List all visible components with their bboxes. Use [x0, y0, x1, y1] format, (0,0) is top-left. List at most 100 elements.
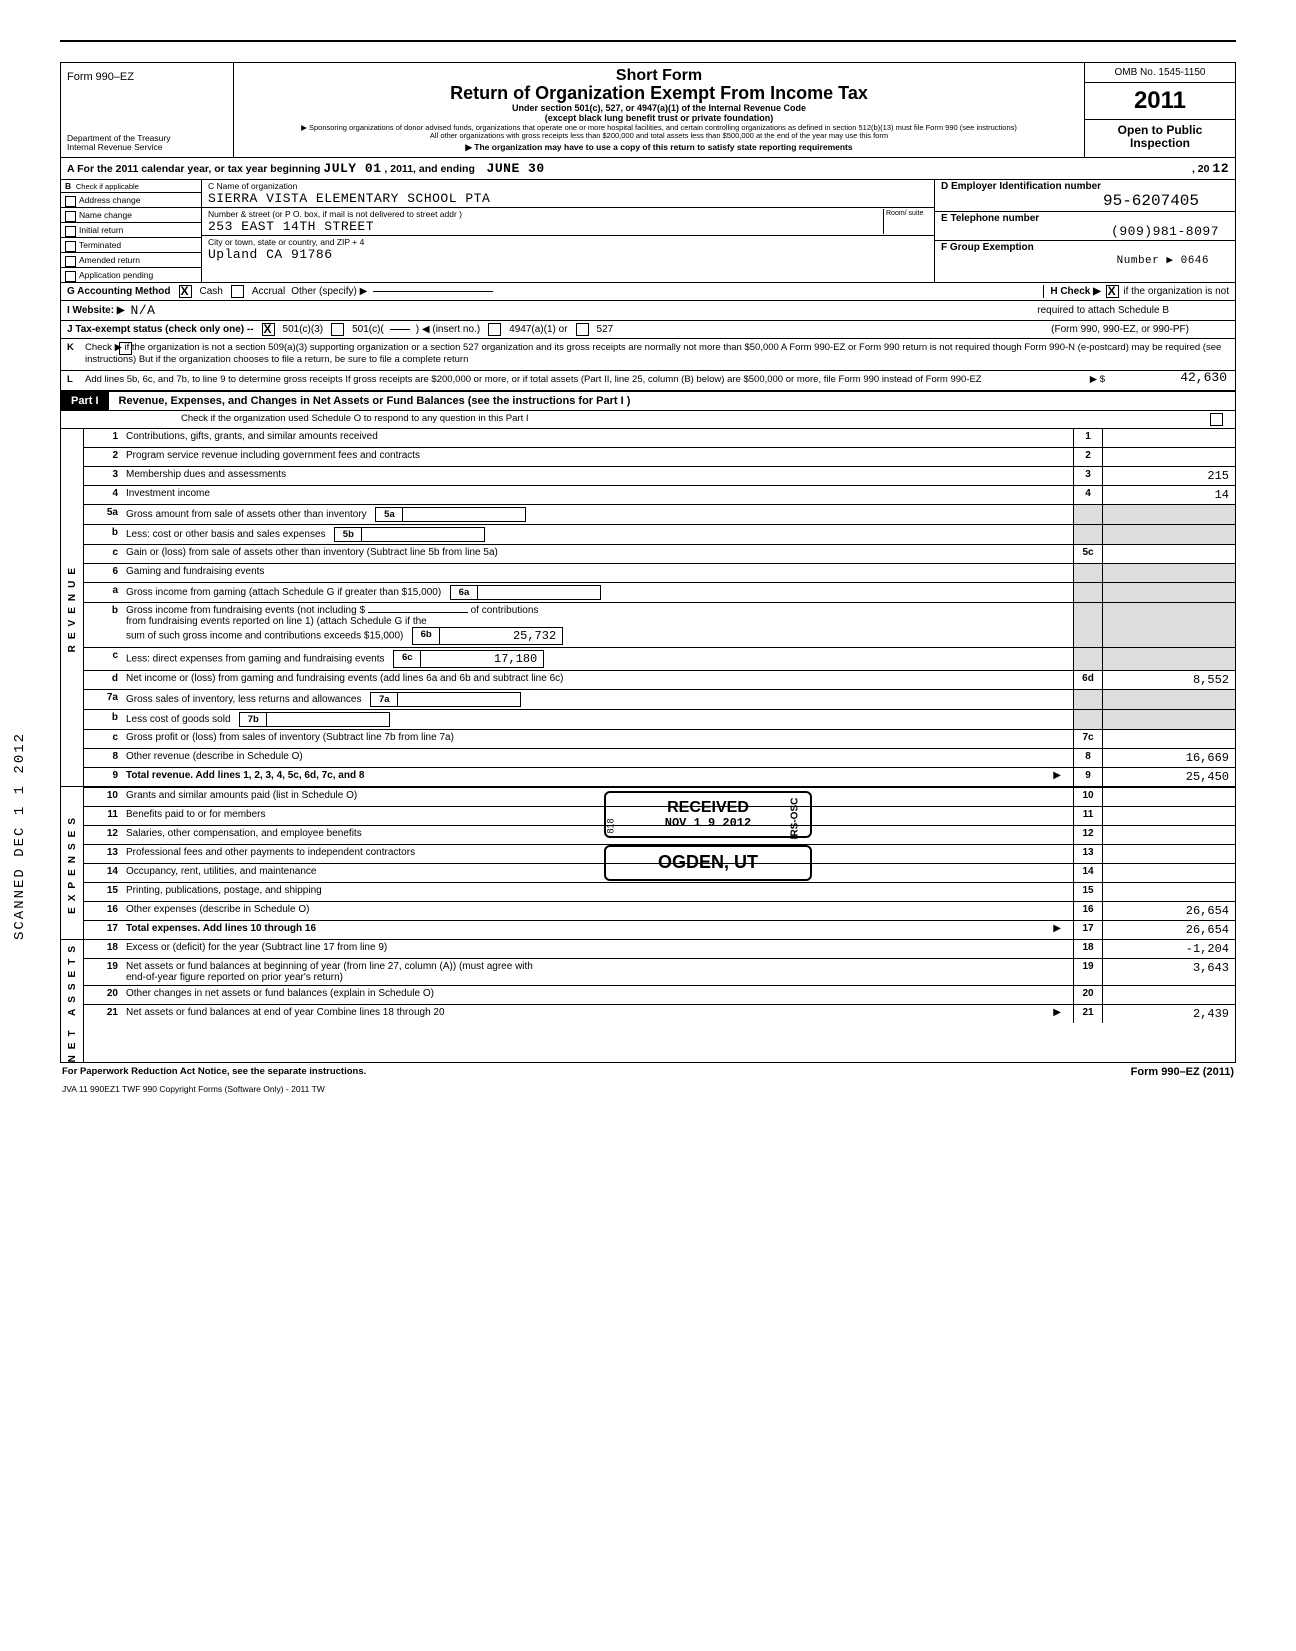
form-header: Form 990–EZ Department of the Treasury I… — [60, 62, 1236, 158]
r6b1: Gross income from fundraising events (no… — [126, 605, 365, 616]
chk-app-pending[interactable]: Application pending — [61, 267, 201, 282]
group-exemption: Number ▶ 0646 — [941, 253, 1229, 267]
r11: Benefits paid to or for members — [126, 809, 266, 820]
section-a-block: A For the 2011 calendar year, or tax yea… — [60, 158, 1236, 391]
chk-k[interactable] — [119, 342, 132, 355]
r21v: 2,439 — [1102, 1005, 1235, 1023]
k-text: Check ▶ if the organization is not a sec… — [85, 342, 1221, 366]
chk-address-change[interactable]: Address change — [61, 192, 201, 207]
footer-right: Form 990–EZ (2011) — [1131, 1066, 1234, 1078]
expenses-block: EXPENSES RECEIVED NOV 1 9 2012 818 IRS-O… — [60, 787, 1236, 940]
r6bv: 25,732 — [440, 628, 562, 644]
f-label: F Group Exemption — [941, 242, 1229, 253]
chk-501c3[interactable] — [262, 323, 275, 336]
side-expenses: EXPENSES — [67, 812, 78, 914]
netassets-block: NET ASSETS 18Excess or (deficit) for the… — [60, 940, 1236, 1063]
chk-part1-scho[interactable] — [1210, 413, 1223, 426]
j-label: J Tax-exempt status (check only one) -- — [67, 324, 254, 335]
open-public-2: Inspection — [1091, 137, 1229, 150]
top-rule — [60, 40, 1236, 42]
revenue-block: REVENUE 1Contributions, gifts, grants, a… — [60, 429, 1236, 787]
city-state-zip: Upland CA 91786 — [208, 247, 928, 262]
chk-amended[interactable]: Amended return — [61, 252, 201, 267]
end-yy: 12 — [1212, 161, 1229, 176]
r19a: Net assets or fund balances at beginning… — [126, 961, 533, 972]
line-a-pre: A For the 2011 calendar year, or tax yea… — [67, 163, 320, 175]
line-a-tail: , 20 — [1192, 163, 1210, 175]
r14: Occupancy, rent, utilities, and maintena… — [126, 866, 316, 877]
r19v: 3,643 — [1102, 959, 1235, 985]
b-letter: B — [65, 181, 71, 191]
r5c: Gain or (loss) from sale of assets other… — [126, 547, 498, 558]
r6dv: 8,552 — [1102, 671, 1235, 689]
chk-initial-return[interactable]: Initial return — [61, 222, 201, 237]
r5b: Less: cost or other basis and sales expe… — [126, 529, 326, 540]
website: N/A — [131, 303, 156, 318]
r16v: 26,654 — [1102, 902, 1235, 920]
footer-left: For Paperwork Reduction Act Notice, see … — [62, 1066, 366, 1078]
chk-terminated[interactable]: Terminated — [61, 237, 201, 252]
r16: Other expenses (describe in Schedule O) — [126, 904, 309, 915]
r9: Total revenue. Add lines 1, 2, 3, 4, 5c,… — [126, 770, 364, 781]
chk-accrual[interactable] — [231, 285, 244, 298]
r18: Excess or (deficit) for the year (Subtra… — [126, 942, 387, 953]
chk-cash[interactable] — [179, 285, 192, 298]
city-label: City or town, state or country, and ZIP … — [208, 237, 928, 247]
form-number: 990–EZ — [95, 71, 134, 83]
chk-501c[interactable] — [331, 323, 344, 336]
addr-label: Number & street (or P O. box, if mail is… — [208, 209, 883, 219]
end-date: JUNE 30 — [487, 161, 545, 176]
j-insert: ) ◀ (insert no.) — [416, 324, 480, 335]
room-suite: Room/ suite — [883, 209, 928, 234]
chk-name-change[interactable]: Name change — [61, 207, 201, 222]
r6cv: 17,180 — [421, 651, 543, 667]
h-text: if the organization is not — [1123, 286, 1229, 297]
b-sub: Check if applicable — [76, 182, 139, 191]
side-revenue: REVENUE — [67, 562, 78, 652]
g-cash: Cash — [200, 286, 223, 297]
form-label: Form — [67, 71, 93, 83]
h-text3: (Form 990, 990-EZ, or 990-PF) — [1051, 324, 1229, 335]
g-label: G Accounting Method — [67, 286, 171, 297]
j-501c3: 501(c)(3) — [283, 324, 324, 335]
r2: Program service revenue including govern… — [126, 450, 420, 461]
l-arrow: ▶ $ — [1090, 374, 1105, 387]
r9v: 25,450 — [1102, 768, 1235, 786]
e-label: E Telephone number — [941, 213, 1229, 224]
chk-527[interactable] — [576, 323, 589, 336]
r8v: 16,669 — [1102, 749, 1235, 767]
g-other: Other (specify) ▶ — [291, 286, 367, 297]
part1-header: Part I Revenue, Expenses, and Changes in… — [60, 391, 1236, 411]
r17v: 26,654 — [1102, 921, 1235, 939]
r5a: Gross amount from sale of assets other t… — [126, 509, 367, 520]
telephone: (909)981-8097 — [941, 224, 1229, 239]
r17: Total expenses. Add lines 10 through 16 — [126, 923, 316, 934]
r4: Investment income — [126, 488, 210, 499]
i-label: I Website: ▶ — [67, 305, 125, 316]
r6b4: sum of such gross income and contributio… — [126, 631, 403, 642]
r7a: Gross sales of inventory, less returns a… — [126, 694, 361, 705]
part1-sub: Check if the organization used Schedule … — [181, 413, 529, 424]
chk-4947[interactable] — [488, 323, 501, 336]
r10: Grants and similar amounts paid (list in… — [126, 790, 357, 801]
r20: Other changes in net assets or fund bala… — [126, 988, 434, 999]
g-accrual: Accrual — [252, 286, 285, 297]
dept-irs: Internal Revenue Service — [67, 143, 227, 152]
h-label: H Check ▶ — [1050, 286, 1100, 297]
return-title: Return of Organization Exempt From Incom… — [242, 83, 1076, 104]
r1: Contributions, gifts, grants, and simila… — [126, 431, 378, 442]
j-501c: 501(c)( — [352, 324, 384, 335]
org-name: SIERRA VISTA ELEMENTARY SCHOOL PTA — [208, 191, 928, 206]
l-amount: 42,630 — [1180, 369, 1227, 387]
begin-date: JULY 01 — [323, 161, 381, 176]
street-address: 253 EAST 14TH STREET — [208, 219, 883, 234]
small-2: All other organizations with gross recei… — [242, 132, 1076, 140]
chk-h[interactable] — [1106, 285, 1119, 298]
l-text: Add lines 5b, 6c, and 7b, to line 9 to d… — [85, 374, 982, 385]
j-4947: 4947(a)(1) or — [509, 324, 567, 335]
l-letter: L — [67, 374, 73, 387]
r12: Salaries, other compensation, and employ… — [126, 828, 362, 839]
r4v: 14 — [1102, 486, 1235, 504]
line-a-mid: , 2011, and ending — [384, 163, 474, 175]
j-527: 527 — [597, 324, 614, 335]
